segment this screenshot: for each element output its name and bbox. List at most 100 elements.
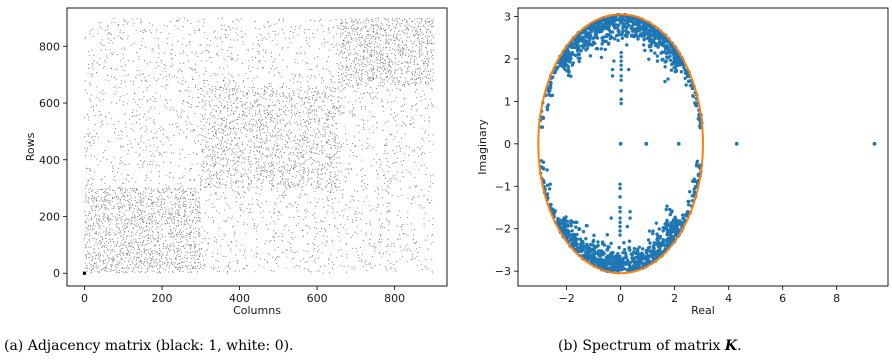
adjacency-entry	[247, 77, 249, 80]
adjacency-entry	[134, 224, 136, 226]
adjacency-entry	[104, 244, 106, 247]
adjacency-entry	[193, 232, 195, 234]
adjacency-entry	[299, 135, 301, 137]
adjacency-entry	[110, 264, 112, 266]
adjacency-entry	[95, 104, 97, 106]
adjacency-entry	[335, 166, 337, 168]
adjacency-entry	[209, 105, 211, 107]
adjacency-entry	[146, 248, 148, 251]
adjacency-entry	[98, 241, 100, 243]
adjacency-entry	[397, 81, 399, 83]
adjacency-entry	[107, 217, 109, 219]
adjacency-entry	[151, 228, 153, 230]
adjacency-entry	[278, 157, 281, 159]
adjacency-entry	[256, 203, 258, 205]
adjacency-entry	[346, 177, 348, 179]
adjacency-entry	[100, 259, 102, 261]
adjacency-entry	[321, 221, 323, 223]
adjacency-entry	[427, 64, 429, 66]
adjacency-entry	[432, 233, 434, 236]
adjacency-entry	[228, 264, 230, 266]
adjacency-entry	[297, 88, 299, 90]
adjacency-entry	[314, 217, 316, 219]
adjacency-entry	[203, 83, 205, 85]
adjacency-entry	[394, 136, 396, 138]
adjacency-entry	[182, 193, 184, 195]
adjacency-entry	[153, 201, 155, 203]
adjacency-entry	[84, 136, 86, 138]
adjacency-entry	[237, 97, 239, 99]
adjacency-entry	[103, 92, 105, 94]
adjacency-entry	[254, 94, 256, 96]
adjacency-entry	[258, 167, 260, 169]
adjacency-entry	[372, 147, 374, 149]
adjacency-entry	[244, 149, 246, 151]
adjacency-entry	[420, 114, 422, 116]
adjacency-entry	[163, 263, 166, 265]
adjacency-entry	[308, 178, 310, 180]
adjacency-entry	[210, 56, 212, 59]
adjacency-entry	[325, 92, 327, 94]
adjacency-entry	[421, 151, 423, 154]
adjacency-entry	[310, 126, 312, 128]
adjacency-entry	[311, 119, 313, 121]
adjacency-entry	[242, 254, 245, 256]
adjacency-entry	[175, 230, 177, 232]
adjacency-entry	[220, 144, 222, 146]
adjacency-entry	[110, 52, 112, 54]
adjacency-entry	[187, 252, 189, 254]
adjacency-entry	[337, 151, 339, 153]
adjacency-entry	[85, 184, 87, 186]
adjacency-entry	[207, 133, 209, 135]
adjacency-entry	[293, 105, 296, 107]
adjacency-entry	[215, 137, 218, 139]
adjacency-entry	[426, 58, 428, 60]
adjacency-entry	[171, 271, 174, 273]
adjacency-entry	[430, 175, 432, 177]
adjacency-entry	[264, 166, 266, 168]
adjacency-entry	[384, 63, 387, 65]
adjacency-entry	[105, 200, 107, 202]
adjacency-entry	[409, 250, 412, 252]
adjacency-entry	[90, 84, 92, 86]
adjacency-entry	[152, 250, 154, 252]
adjacency-entry	[189, 226, 192, 228]
adjacency-entry	[162, 133, 164, 135]
adjacency-entry	[354, 190, 356, 192]
adjacency-entry	[342, 89, 344, 91]
adjacency-entry	[209, 137, 211, 140]
adjacency-entry	[200, 121, 202, 123]
adjacency-entry	[310, 150, 312, 152]
adjacency-entry	[89, 225, 91, 227]
adjacency-entry	[239, 150, 242, 152]
adjacency-entry	[195, 230, 197, 232]
adjacency-entry	[262, 66, 265, 69]
adjacency-entry	[189, 271, 191, 273]
adjacency-entry	[302, 182, 305, 184]
adjacency-entry	[138, 74, 140, 76]
adjacency-entry	[127, 195, 129, 197]
adjacency-entry	[333, 156, 335, 158]
adjacency-entry	[243, 126, 245, 128]
adjacency-entry	[327, 116, 329, 118]
adjacency-entry	[124, 222, 126, 224]
adjacency-entry	[387, 184, 389, 187]
adjacency-entry	[124, 271, 127, 273]
adjacency-entry	[199, 189, 201, 191]
adjacency-entry	[115, 271, 117, 273]
adjacency-entry	[265, 224, 267, 226]
adjacency-entry	[147, 164, 149, 166]
adjacency-entry	[246, 116, 248, 118]
adjacency-entry	[259, 193, 261, 195]
adjacency-entry	[225, 146, 227, 148]
adjacency-entry	[88, 212, 90, 214]
adjacency-entry	[387, 61, 389, 63]
adjacency-entry	[229, 268, 231, 270]
adjacency-entry	[358, 64, 361, 66]
adjacency-entry	[155, 221, 157, 224]
adjacency-entry	[249, 139, 251, 141]
adjacency-entry	[371, 92, 373, 94]
adjacency-entry	[170, 258, 173, 260]
adjacency-entry	[292, 186, 294, 188]
adjacency-entry	[150, 203, 153, 205]
